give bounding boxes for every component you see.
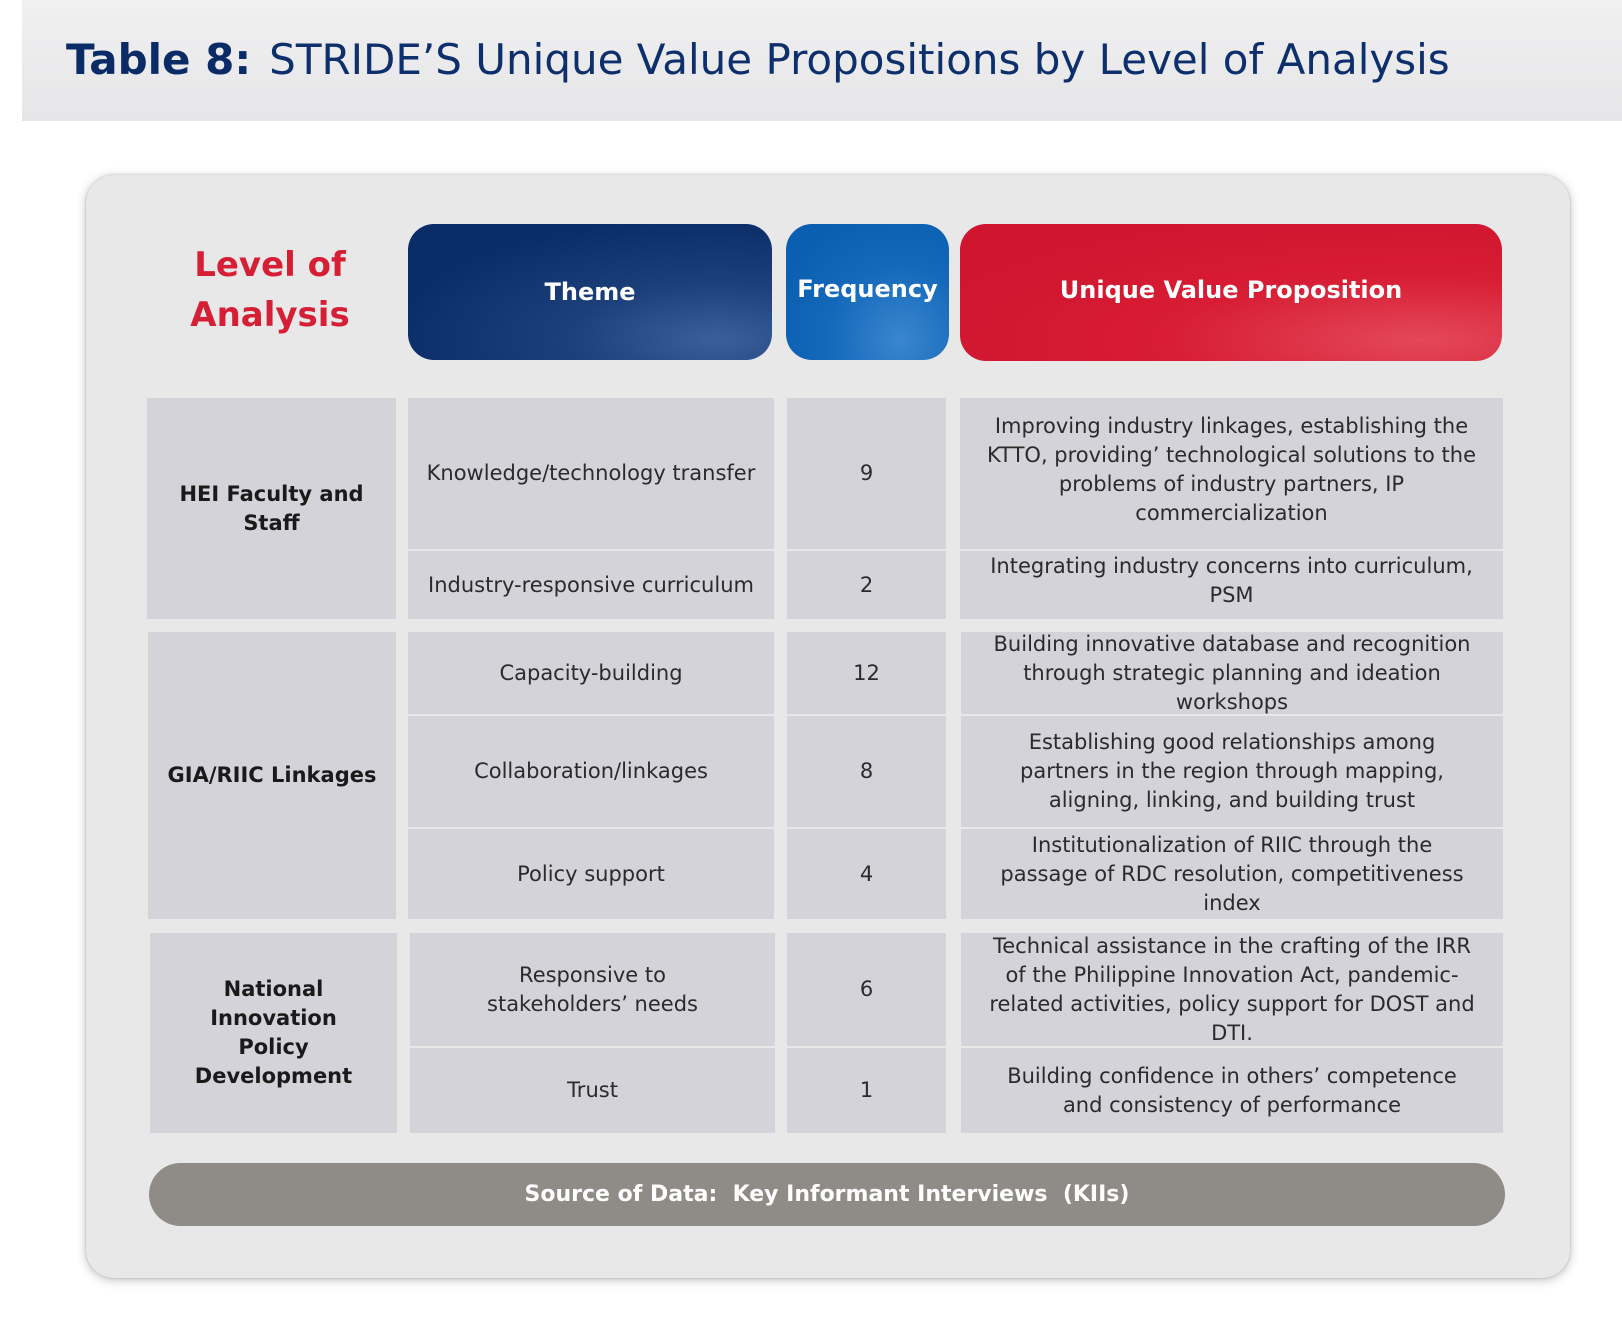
title-band [22, 0, 1622, 121]
theme-cell: Knowledge/technology transfer [408, 398, 774, 549]
uvp-cell: Improving industry linkages, establishin… [960, 398, 1503, 549]
theme-header: Theme [408, 224, 772, 360]
frequency-cell: 1 [787, 1048, 946, 1133]
level-header-line-1: Level of [194, 245, 346, 285]
uvp-cell: Establishing good relationships among pa… [961, 716, 1503, 827]
level-header-line-2: Analysis [190, 295, 350, 335]
level-cell-national-policy: National Innovation Policy Development [150, 933, 397, 1133]
level-of-analysis-header: Level of Analysis [150, 240, 390, 350]
theme-cell: Capacity-building [408, 632, 774, 714]
frequency-cell: 9 [787, 398, 946, 549]
theme-cell: Industry-responsive curriculum [408, 551, 774, 619]
frequency-cell: 4 [787, 829, 946, 919]
theme-cell: Policy support [408, 829, 774, 919]
frequency-cell: 2 [787, 551, 946, 619]
page-title: Table 8: STRIDE’S Unique Value Propositio… [66, 30, 1450, 90]
uvp-cell: Building innovative database and recogni… [961, 632, 1503, 714]
frequency-header: Frequency [786, 224, 949, 360]
uvp-cell: Institutionalization of RIIC through the… [961, 829, 1503, 919]
uvp-cell: Building confidence in others’ competenc… [961, 1048, 1503, 1133]
frequency-cell: 12 [787, 632, 946, 714]
theme-cell: Collaboration/linkages [408, 716, 774, 827]
frequency-cell: 8 [787, 716, 946, 827]
theme-cell: Responsive to stakeholders’ needs [410, 933, 775, 1046]
theme-cell: Trust [410, 1048, 775, 1133]
frequency-cell: 6 [787, 933, 946, 1046]
uvp-header: Unique Value Proposition [960, 224, 1502, 361]
uvp-cell: Integrating industry concerns into curri… [960, 551, 1503, 619]
level-cell-gia-riic: GIA/RIIC Linkages [148, 632, 396, 919]
uvp-cell: Technical assistance in the crafting of … [961, 933, 1503, 1046]
table-title: STRIDE’S Unique Value Propositions by Le… [269, 35, 1450, 84]
source-footer: Source of Data: Key Informant Interviews… [149, 1163, 1505, 1226]
table-number: Table 8: [66, 35, 252, 84]
level-cell-hei: HEI Faculty and Staff [147, 398, 396, 619]
